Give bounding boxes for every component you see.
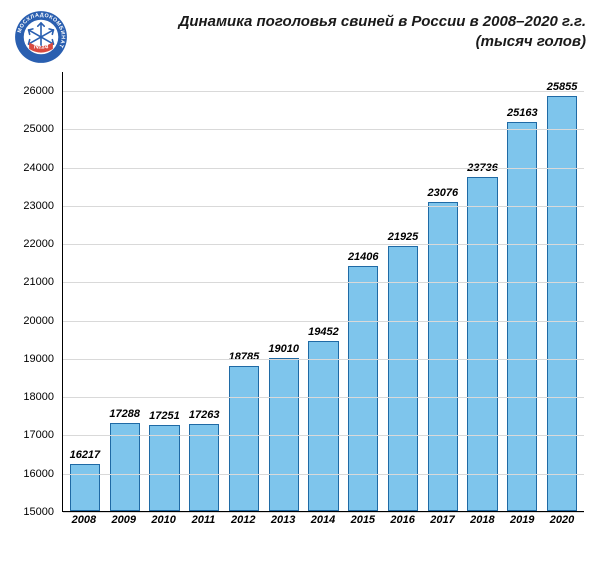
bar-rect: [308, 341, 338, 511]
bar-value-label: 21925: [388, 231, 419, 243]
chart-title-line2: (тысяч голов): [78, 32, 586, 52]
y-axis: 1500016000170001800019000200002100022000…: [14, 72, 58, 512]
bar-rect: [149, 425, 179, 511]
grid-line: [63, 321, 584, 322]
bars-container: 16217 17288 17251 17263 18785 19010 19452 21406…: [63, 72, 584, 511]
x-tick-label: 2012: [223, 514, 263, 526]
bar-value-label: 25163: [507, 107, 538, 119]
grid-line: [63, 435, 584, 436]
bar-2011: 17263: [184, 72, 224, 511]
header: МОСХЛАДОКОМБИНАТ №14 Динамика пого: [14, 10, 586, 64]
y-tick-label: 22000: [14, 238, 58, 250]
grid-line: [63, 397, 584, 398]
x-tick-label: 2009: [104, 514, 144, 526]
grid-line: [63, 512, 584, 513]
plot-area: 16217 17288 17251 17263 18785 19010 19452 21406…: [62, 72, 584, 512]
grid-line: [63, 168, 584, 169]
bar-value-label: 19010: [268, 343, 299, 355]
y-tick-label: 15000: [14, 506, 58, 518]
grid-line: [63, 244, 584, 245]
bar-rect: [70, 464, 100, 511]
bar-rect: [189, 424, 219, 511]
bar-rect: [507, 122, 537, 511]
x-tick-label: 2017: [423, 514, 463, 526]
grid-line: [63, 129, 584, 130]
bar-2016: 21925: [383, 72, 423, 511]
grid-line: [63, 359, 584, 360]
x-tick-label: 2010: [144, 514, 184, 526]
y-tick-label: 24000: [14, 162, 58, 174]
bar-value-label: 21406: [348, 251, 379, 263]
bar-2019: 25163: [502, 72, 542, 511]
brand-logo: МОСХЛАДОКОМБИНАТ №14: [14, 10, 68, 64]
bar-value-label: 17288: [109, 408, 140, 420]
bar-value-label: 16217: [70, 449, 101, 461]
bar-rect: [388, 246, 418, 511]
grid-line: [63, 474, 584, 475]
chart-area: 15000 16000 17000 18000 19000 20000 21000 22000…: [14, 72, 586, 542]
y-tick-label: 18000: [14, 391, 58, 403]
bar-rect: [269, 358, 299, 511]
x-tick-label: 2011: [184, 514, 224, 526]
chart-page: МОСХЛАДОКОМБИНАТ №14 Динамика пого: [0, 0, 600, 565]
bar-rect: [547, 96, 577, 511]
bar-rect: [467, 177, 497, 511]
x-tick-label: 2016: [383, 514, 423, 526]
bar-value-label: 17251: [149, 410, 180, 422]
x-tick-label: 2014: [303, 514, 343, 526]
bar-2014: 19452: [304, 72, 344, 511]
y-tick-label: 17000: [14, 429, 58, 441]
y-tick-label: 20000: [14, 315, 58, 327]
bar-value-label: 23076: [427, 187, 458, 199]
grid-line: [63, 282, 584, 283]
bar-2020: 25855: [542, 72, 582, 511]
bar-2010: 17251: [145, 72, 185, 511]
bar-2017: 23076: [423, 72, 463, 511]
bar-2009: 17288: [105, 72, 145, 511]
grid-line: [63, 91, 584, 92]
x-tick-label: 2008: [64, 514, 104, 526]
bar-2018: 23736: [463, 72, 503, 511]
y-tick-label: 21000: [14, 276, 58, 288]
x-tick-label: 2015: [343, 514, 383, 526]
chart-title-line1: Динамика поголовья свиней в России в 200…: [78, 12, 586, 32]
bar-value-label: 18785: [229, 351, 260, 363]
y-tick-label: 23000: [14, 200, 58, 212]
title-block: Динамика поголовья свиней в России в 200…: [78, 10, 586, 53]
grid-line: [63, 206, 584, 207]
y-tick-label: 19000: [14, 353, 58, 365]
x-tick-label: 2013: [263, 514, 303, 526]
bar-2015: 21406: [343, 72, 383, 511]
x-tick-label: 2018: [462, 514, 502, 526]
bar-value-label: 19452: [308, 326, 339, 338]
bar-2013: 19010: [264, 72, 304, 511]
x-tick-label: 2019: [502, 514, 542, 526]
y-tick-label: 25000: [14, 123, 58, 135]
bar-2008: 16217: [65, 72, 105, 511]
bar-rect: [110, 423, 140, 511]
svg-text:№14: №14: [34, 43, 49, 50]
bar-rect: [229, 366, 259, 511]
bar-2012: 18785: [224, 72, 264, 511]
bar-rect: [428, 202, 458, 511]
y-tick-label: 16000: [14, 468, 58, 480]
x-axis: 2008200920102011201220132014201520162017…: [62, 514, 584, 526]
x-tick-label: 2020: [542, 514, 582, 526]
y-tick-label: 26000: [14, 85, 58, 97]
bar-value-label: 17263: [189, 409, 220, 421]
